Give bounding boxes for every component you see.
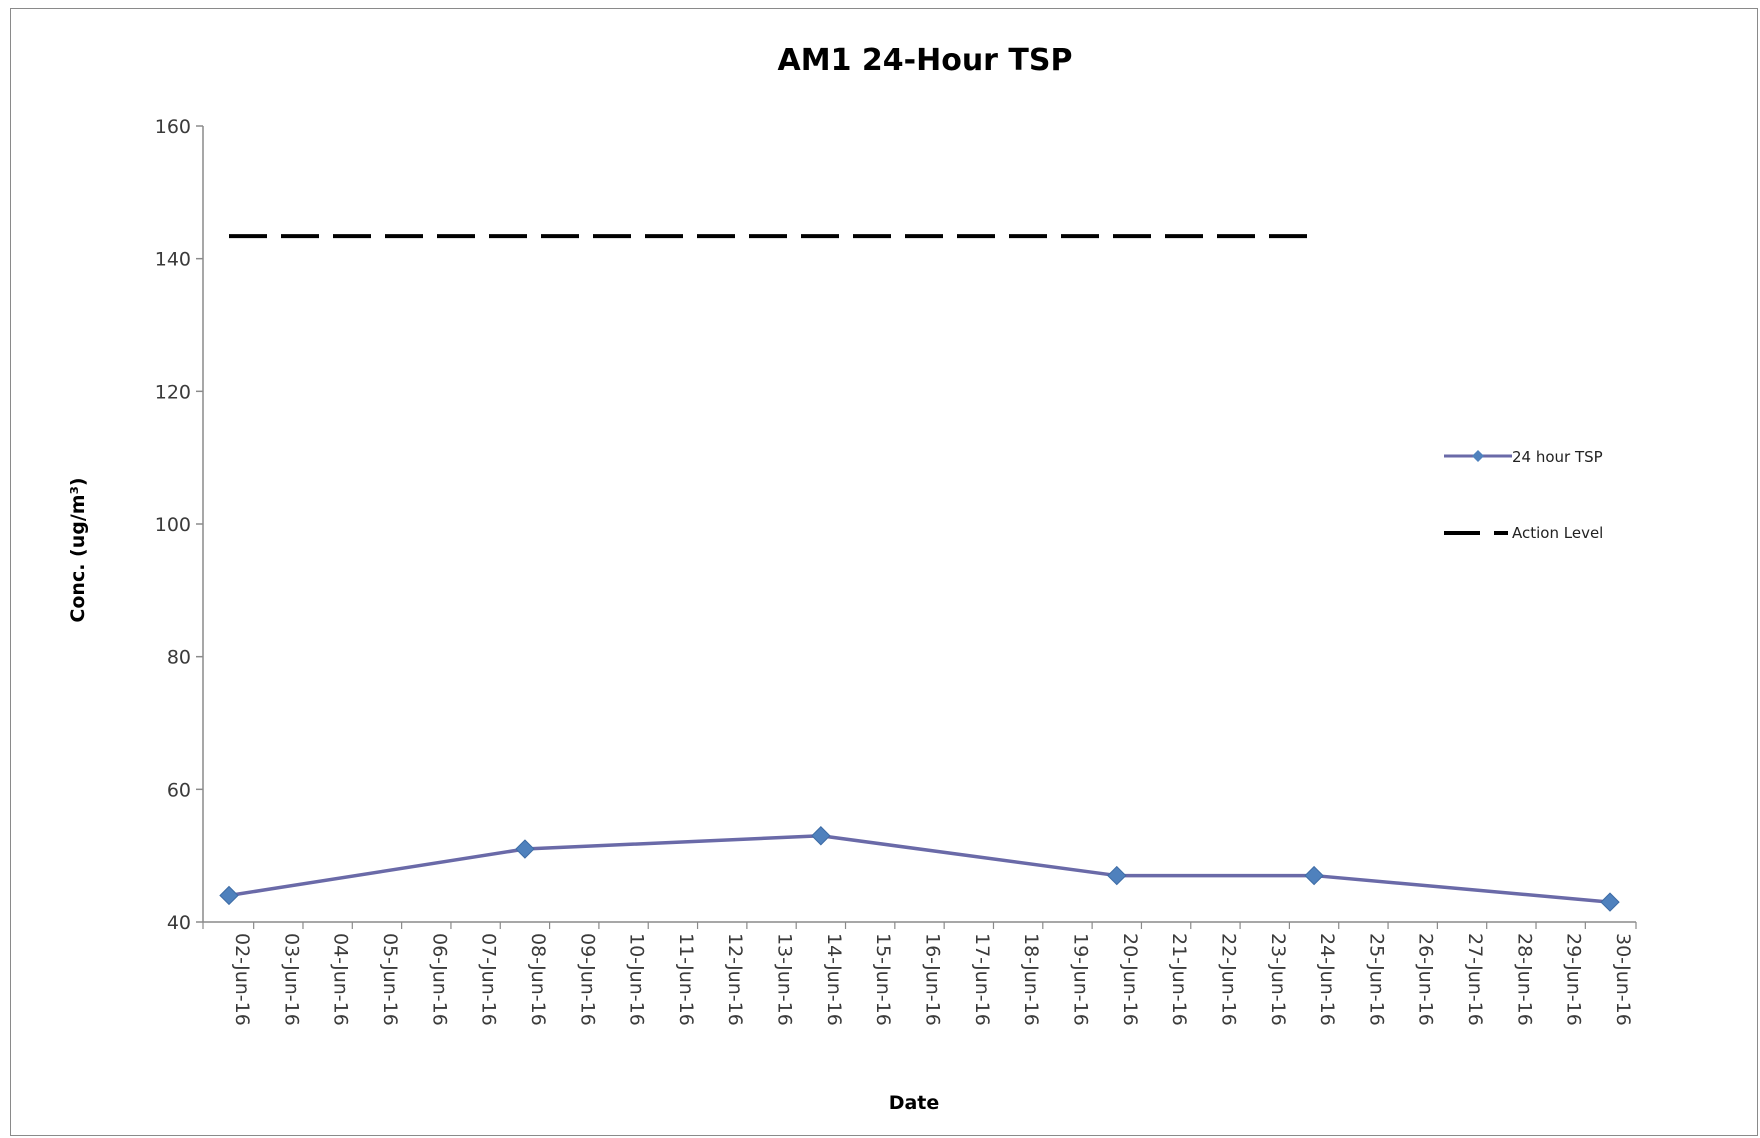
x-tick-label: 28-Jun-16 [1513, 933, 1535, 1026]
series-layer [219, 234, 1620, 912]
x-tick-label: 09-Jun-16 [576, 933, 598, 1026]
y-axis-ticks: 40 60 80 100 120 140 160 [155, 116, 203, 934]
x-tick-label: 08-Jun-16 [527, 933, 549, 1026]
x-tick-label: 30-Jun-16 [1612, 933, 1634, 1026]
y-tick-label: 100 [155, 514, 191, 536]
x-tick-label: 25-Jun-16 [1365, 933, 1387, 1026]
tsp-data-point [1600, 892, 1620, 912]
x-tick-label: 11-Jun-16 [675, 933, 697, 1026]
legend-tsp-label: 24 hour TSP [1512, 448, 1603, 466]
x-tick-label: 29-Jun-16 [1563, 933, 1585, 1026]
tsp-data-point [515, 839, 535, 859]
legend: 24 hour TSP Action Level [1444, 448, 1603, 542]
legend-item-action-level: Action Level [1444, 524, 1603, 542]
x-tick-label: 12-Jun-16 [724, 933, 746, 1026]
legend-action-level-label: Action Level [1512, 524, 1603, 542]
x-axis-ticks: 02-Jun-16 03-Jun-16 04-Jun-16 05-Jun-16 06-J… [202, 922, 1637, 1026]
x-tick-label: 19-Jun-16 [1069, 933, 1091, 1026]
y-tick-label: 40 [167, 912, 191, 934]
x-tick-label: 16-Jun-16 [922, 933, 944, 1026]
x-tick-label: 04-Jun-16 [330, 933, 352, 1026]
y-tick-label: 160 [155, 116, 191, 138]
x-tick-label: 20-Jun-16 [1119, 933, 1141, 1026]
y-tick-label: 140 [155, 249, 191, 271]
tsp-series-line [228, 834, 1611, 904]
tsp-data-point [219, 885, 239, 906]
x-tick-label: 26-Jun-16 [1415, 933, 1437, 1026]
y-tick-label: 120 [155, 381, 191, 403]
x-tick-label: 02-Jun-16 [231, 933, 253, 1026]
x-axis-title: Date [889, 1092, 940, 1114]
legend-tsp-marker [1472, 450, 1484, 462]
x-tick-label: 21-Jun-16 [1168, 933, 1190, 1026]
x-tick-label: 05-Jun-16 [379, 933, 401, 1026]
x-tick-label: 18-Jun-16 [1020, 933, 1042, 1026]
tsp-data-point [1107, 865, 1127, 886]
y-tick-label: 60 [167, 779, 191, 801]
x-tick-label: 07-Jun-16 [478, 933, 500, 1026]
x-tick-label: 03-Jun-16 [280, 933, 302, 1026]
x-tick-label: 22-Jun-16 [1217, 933, 1239, 1026]
x-tick-label: 06-Jun-16 [428, 933, 450, 1026]
x-tick-label: 23-Jun-16 [1267, 933, 1289, 1026]
tsp-data-point [811, 826, 831, 846]
x-tick-label: 24-Jun-16 [1316, 933, 1338, 1026]
x-tick-label: 27-Jun-16 [1464, 933, 1486, 1026]
chart-frame [10, 8, 1758, 1136]
y-axis-title: Conc. (ug/m³) [67, 477, 89, 622]
x-tick-label: 17-Jun-16 [971, 933, 993, 1026]
y-tick-label: 80 [167, 647, 191, 669]
legend-item-tsp: 24 hour TSP [1444, 448, 1603, 466]
x-tick-label: 13-Jun-16 [774, 933, 796, 1026]
x-tick-label: 15-Jun-16 [872, 933, 894, 1026]
x-tick-label: 10-Jun-16 [626, 933, 648, 1026]
tsp-data-point [1304, 865, 1324, 886]
chart-title: AM1 24-Hour TSP [778, 43, 1073, 78]
x-tick-label: 14-Jun-16 [823, 933, 845, 1026]
